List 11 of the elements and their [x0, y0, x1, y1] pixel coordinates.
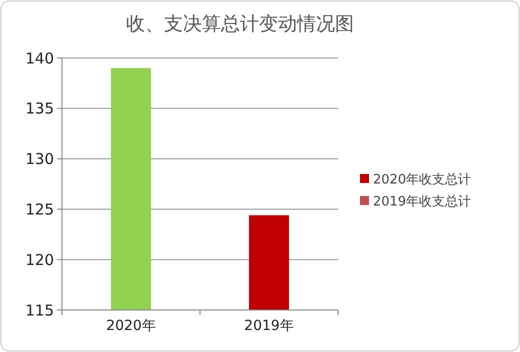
y-tick-label: 130	[25, 150, 54, 168]
chart-title: 收、支决算总计变动情况图	[126, 13, 354, 35]
y-tick-label: 115	[25, 301, 54, 320]
y-tick-label: 140	[25, 49, 54, 68]
y-tick-label: 125	[25, 200, 54, 218]
y-tick-label: 135	[25, 100, 54, 118]
text: 2020年收支总计	[373, 172, 472, 188]
text: 2019年收支总计	[373, 194, 472, 210]
x-tick-label: 2019年	[244, 318, 294, 334]
y-tick-label: 120	[25, 250, 54, 269]
x-tick-label: 2020年	[106, 318, 156, 334]
